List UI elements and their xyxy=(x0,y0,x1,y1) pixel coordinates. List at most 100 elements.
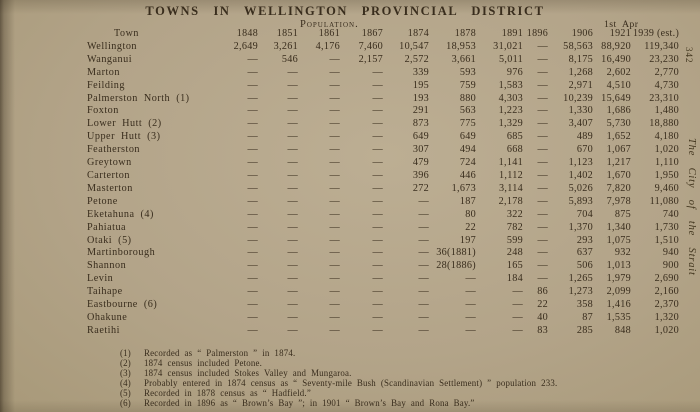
population-value: 119,340 xyxy=(644,40,680,52)
population-value: 5,011 xyxy=(498,53,523,65)
population-value: 593 xyxy=(459,66,476,78)
population-value: 1,141 xyxy=(498,157,523,169)
population-value: — xyxy=(329,105,340,117)
population-value: 2,178 xyxy=(498,195,523,207)
population-value: 3,114 xyxy=(498,182,523,194)
population-value: — xyxy=(372,92,383,104)
year-column-header: 1891 xyxy=(501,28,523,39)
population-value: 339 xyxy=(412,66,429,78)
population-value: — xyxy=(537,273,548,285)
population-value: — xyxy=(247,105,258,117)
page-title: TOWNS IN WELLINGTON PROVINCIAL DISTRICT xyxy=(145,4,545,18)
population-value: 976 xyxy=(506,66,523,78)
population-value: — xyxy=(247,131,258,143)
town-name: Lower Hutt (2) xyxy=(87,118,162,130)
footnote-number: (6) xyxy=(120,397,131,408)
population-value: 3,661 xyxy=(451,53,476,65)
population-value: — xyxy=(465,311,476,323)
population-value: 649 xyxy=(459,131,476,143)
table-row: Carterton — — — — 396 446 1,112 — 1,402 1,670 1,950 xyxy=(70,170,681,183)
population-value: — xyxy=(372,195,383,207)
population-value: — xyxy=(512,311,523,323)
footnote-text: Recorded as “ Palmerston ” in 1874. xyxy=(144,348,296,358)
population-value: 4,176 xyxy=(315,40,340,52)
table-row: Ohakune — — — — — — — 40 87 1,535 1,320 xyxy=(70,312,681,325)
population-value: — xyxy=(418,195,429,207)
population-value: 1,979 xyxy=(606,273,631,285)
year-header-row: Town 1848 1851 1861 1867 1874 1878 1891 1896 1906… xyxy=(70,28,681,41)
population-value: 5,893 xyxy=(568,195,593,207)
population-value: — xyxy=(247,208,258,220)
population-value: 2,971 xyxy=(568,79,593,91)
town-name: Foxton xyxy=(87,105,119,117)
population-value: 3,407 xyxy=(568,118,593,130)
population-value: 36(1881) xyxy=(436,247,476,259)
population-value: 704 xyxy=(576,208,593,220)
year-column-header: 1861 xyxy=(318,28,340,39)
population-value: 1,730 xyxy=(654,221,680,233)
year-column-header: 1906 xyxy=(571,28,593,39)
population-value: — xyxy=(372,182,383,194)
population-value: 759 xyxy=(459,79,476,91)
footnote-line: (3) 1874 census included Stokes Valley an… xyxy=(120,368,670,379)
population-value: 9,460 xyxy=(654,182,680,194)
population-value: 685 xyxy=(506,131,523,143)
population-value: — xyxy=(537,92,548,104)
population-value: — xyxy=(537,53,548,65)
population-value: 875 xyxy=(614,208,631,220)
population-value: 15,649 xyxy=(601,92,631,104)
population-value: — xyxy=(247,299,258,311)
town-name: Featherston xyxy=(87,144,141,156)
population-value: — xyxy=(329,144,340,156)
population-value: 489 xyxy=(576,131,593,143)
population-value: — xyxy=(247,286,258,298)
population-value: — xyxy=(329,234,340,246)
population-value: 775 xyxy=(459,118,476,130)
population-value: 7,460 xyxy=(358,40,383,52)
population-value: — xyxy=(287,105,298,117)
footnote-number: (5) xyxy=(120,387,131,398)
population-value: 1,273 xyxy=(568,286,593,298)
population-value: 740 xyxy=(662,208,680,220)
population-value: — xyxy=(537,40,548,52)
footnote-line: (6) Recorded in 1896 as “ Brown’s Bay ”; … xyxy=(120,397,670,409)
table-row: Masterton — — — — 272 1,673 3,114 — 5,026 7,820 9,4… xyxy=(70,183,681,196)
population-value: — xyxy=(465,324,476,336)
population-value: — xyxy=(537,79,548,91)
population-value: 2,572 xyxy=(404,53,429,65)
population-value: 873 xyxy=(412,118,429,130)
population-value: — xyxy=(372,131,383,143)
population-value: 1,013 xyxy=(606,260,631,272)
town-name: Otaki (5) xyxy=(87,234,132,246)
population-value: — xyxy=(329,299,340,311)
population-value: 4,510 xyxy=(606,79,631,91)
population-value: — xyxy=(287,92,298,104)
population-value: 1,950 xyxy=(654,169,680,181)
footnote-text: Recorded in 1896 as “ Brown’s Bay ”; in … xyxy=(144,397,475,408)
footnote-text: Recorded in 1878 census as “ Hadfield.” xyxy=(144,387,311,398)
population-value: 165 xyxy=(506,260,523,272)
population-value: — xyxy=(465,273,476,285)
population-value: 1,020 xyxy=(654,324,680,336)
population-value: — xyxy=(287,260,298,272)
population-value: 40 xyxy=(537,311,548,323)
population-value: — xyxy=(372,221,383,233)
population-value: — xyxy=(287,273,298,285)
population-value: 637 xyxy=(576,247,593,259)
footnote-text: Probably entered in 1874 census as “ Sev… xyxy=(144,377,558,388)
population-value: 599 xyxy=(506,234,523,246)
table-row: Otaki (5) — — — — — 197 599 — 293 1,075 1,510 xyxy=(70,235,681,248)
population-value: — xyxy=(287,299,298,311)
population-value: — xyxy=(329,131,340,143)
population-value: 494 xyxy=(459,144,476,156)
population-value: — xyxy=(247,324,258,336)
population-value: 940 xyxy=(662,247,680,259)
population-value: — xyxy=(537,208,548,220)
population-value: — xyxy=(465,286,476,298)
year-column-header: 1874 xyxy=(407,28,429,39)
population-value: — xyxy=(372,247,383,259)
population-value: — xyxy=(329,286,340,298)
population-value: 1,265 xyxy=(568,273,593,285)
population-value: — xyxy=(247,157,258,169)
